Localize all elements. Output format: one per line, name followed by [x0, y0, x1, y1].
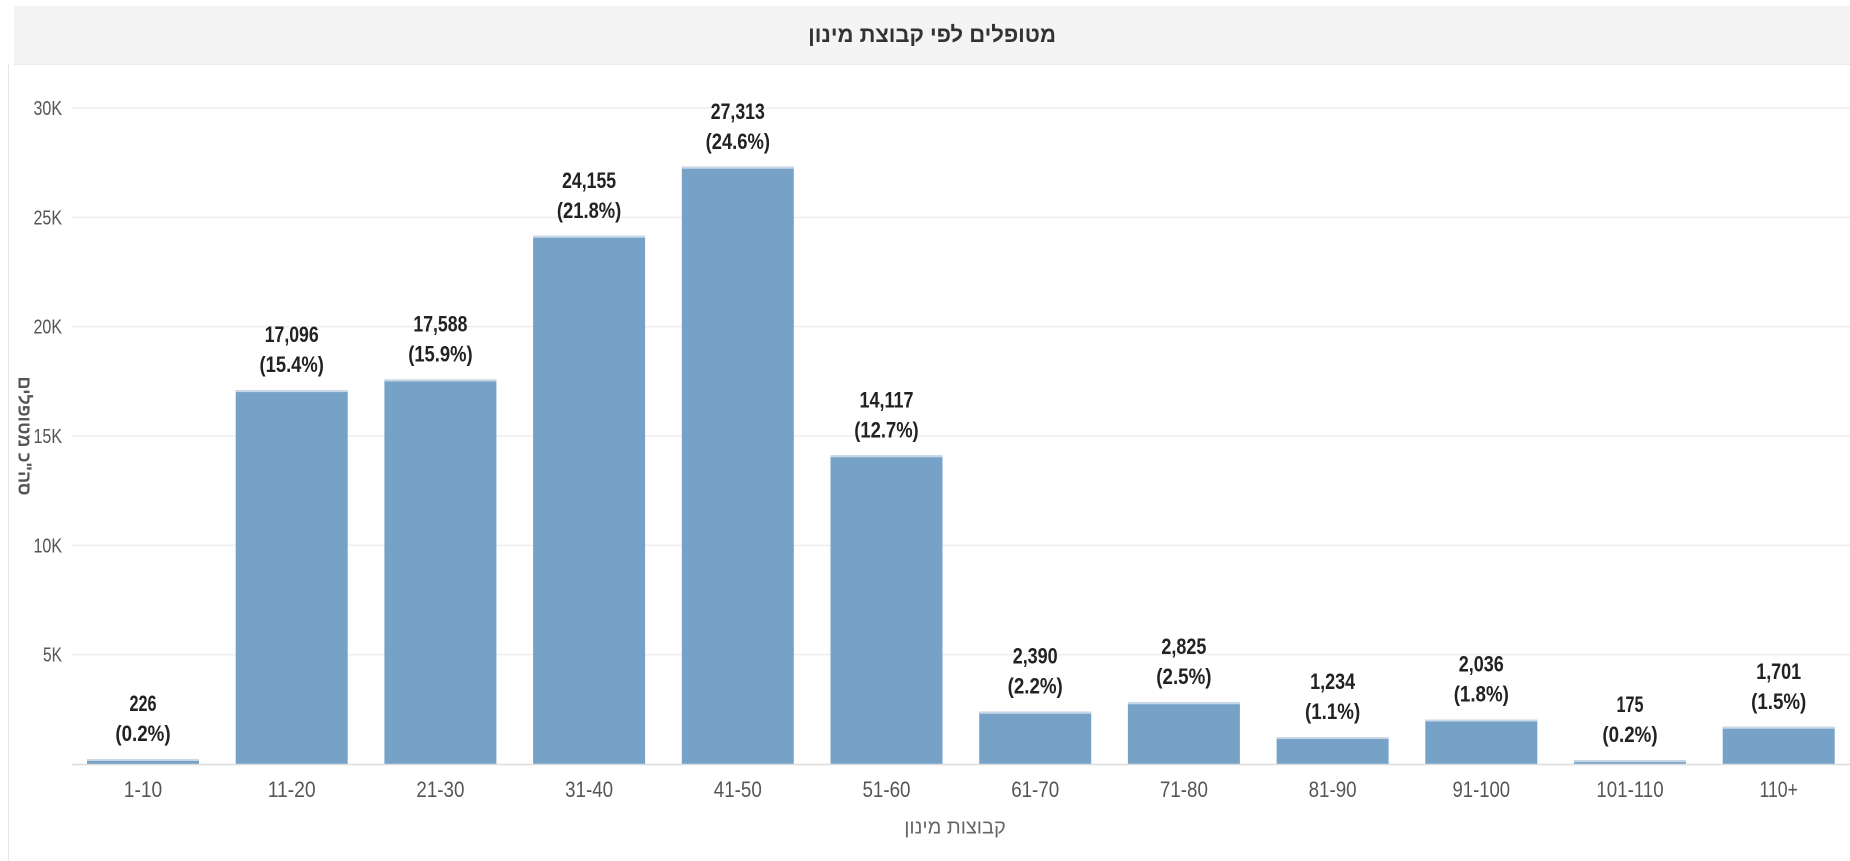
bar-81-90: [1276, 737, 1389, 764]
bar-61-70: [979, 711, 1092, 764]
bar-percent-label: (0.2%): [1602, 722, 1657, 747]
y-axis-label: סה"כ מטופלים: [14, 376, 35, 496]
bar-value-label: 2,036: [1459, 651, 1504, 676]
x-tick-label: 110+: [1760, 777, 1798, 802]
x-tick-label: 11-20: [268, 777, 316, 802]
bar-value-label: 2,390: [1013, 644, 1058, 669]
bar-value-label: 1,701: [1756, 659, 1801, 684]
bar-percent-label: (1.1%): [1305, 699, 1360, 724]
bar-value-label: 17,096: [265, 322, 319, 347]
bar-1-10: [87, 759, 199, 764]
bar-value-label: 17,588: [413, 311, 467, 336]
x-tick-label: 101-110: [1596, 777, 1663, 802]
bar-percent-label: (1.5%): [1751, 689, 1806, 714]
bar-41-50: [681, 166, 794, 764]
x-tick-label: 61-70: [1011, 777, 1059, 802]
bar-value-label: 226: [130, 691, 157, 716]
bar-91-100: [1425, 719, 1538, 764]
plot-left-border: [8, 64, 9, 861]
x-tick-label: 1-10: [124, 777, 162, 802]
bar-percent-label: (2.2%): [1008, 674, 1063, 699]
bar-71-80: [1127, 702, 1240, 764]
bar-value-label: 24,155: [562, 168, 616, 193]
bar-value-label: 2,825: [1161, 634, 1206, 659]
bar-percent-label: (21.8%): [557, 198, 621, 223]
bar-110+: [1722, 726, 1835, 764]
y-tick-label: 20K: [34, 317, 63, 339]
x-tick-label: 41-50: [714, 777, 762, 802]
bar-11-20: [235, 390, 348, 764]
title-bar: מטופלים לפי קבוצת מינון: [14, 6, 1850, 65]
bar-percent-label: (12.7%): [854, 417, 918, 442]
x-tick-label: 91-100: [1453, 777, 1511, 802]
y-tick-label: 5K: [43, 645, 63, 667]
y-tick-label: 15K: [34, 426, 63, 448]
bar-percent-label: (0.2%): [115, 721, 170, 746]
y-tick-label: 25K: [34, 207, 63, 229]
x-tick-label: 21-30: [416, 777, 464, 802]
bar-value-label: 175: [1617, 692, 1644, 717]
x-tick-label: 71-80: [1160, 777, 1208, 802]
bar-value-label: 14,117: [860, 387, 914, 412]
bar-percent-label: (15.4%): [260, 352, 324, 377]
bar-value-label: 27,313: [711, 99, 765, 124]
y-tick-label: 30K: [34, 98, 63, 120]
bar-31-40: [533, 235, 646, 764]
y-tick-label: 10K: [34, 535, 63, 557]
x-tick-label: 31-40: [565, 777, 613, 802]
bar-percent-label: (2.5%): [1156, 664, 1211, 689]
bar-percent-label: (1.8%): [1454, 681, 1509, 706]
chart-title: מטופלים לפי קבוצת מינון: [808, 22, 1056, 47]
bar-21-30: [384, 379, 497, 764]
x-tick-label: 81-90: [1309, 777, 1357, 802]
bar-51-60: [830, 455, 943, 764]
bar-value-label: 1,234: [1310, 669, 1356, 694]
bar-percent-label: (15.9%): [408, 341, 472, 366]
bar-percent-label: (24.6%): [706, 129, 770, 154]
x-tick-label: 51-60: [863, 777, 911, 802]
x-axis-label: קבוצות מינון: [904, 816, 1006, 839]
